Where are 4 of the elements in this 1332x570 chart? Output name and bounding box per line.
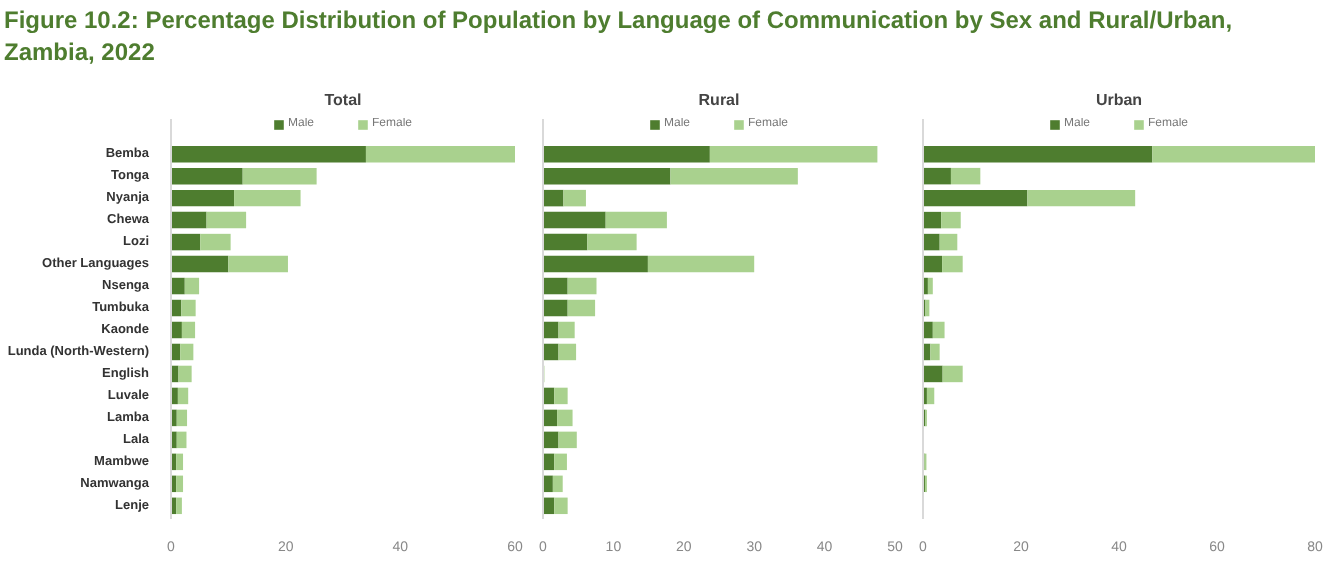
chart-title: Total xyxy=(324,91,362,109)
chart-title: Rural xyxy=(698,91,740,109)
chart-title: Urban xyxy=(1095,91,1143,109)
caption: Figure 10.2: Percentage Distribution of Population by Language of Communication by Sex and Rural/Urban, Zambia, 2022 xyxy=(4,4,1235,69)
